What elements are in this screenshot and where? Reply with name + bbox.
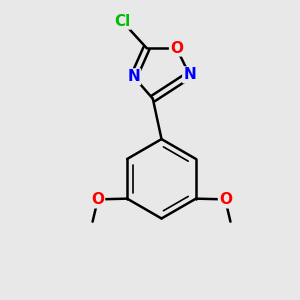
Text: O: O xyxy=(91,192,104,207)
Text: N: N xyxy=(128,69,140,84)
Text: N: N xyxy=(183,68,196,82)
Text: O: O xyxy=(219,192,232,207)
Text: O: O xyxy=(170,40,183,56)
Text: Cl: Cl xyxy=(114,14,130,28)
